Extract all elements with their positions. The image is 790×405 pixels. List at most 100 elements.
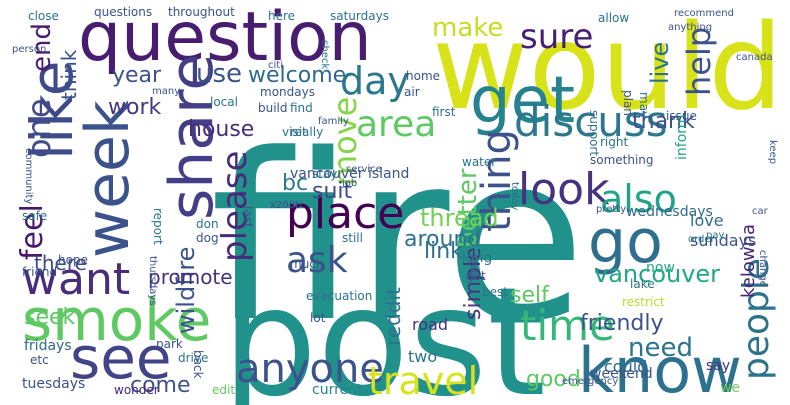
word-reddit: reddit (381, 287, 405, 346)
word-mondays: mondays (260, 85, 315, 99)
word-long: long (462, 250, 492, 266)
word-support: support (587, 110, 601, 156)
word-end: end (27, 23, 57, 72)
word-suit: suit (312, 179, 353, 204)
word-last: last (241, 206, 255, 228)
word-current: current (312, 382, 363, 398)
word-fire: fire (210, 106, 586, 373)
word-water: water (462, 155, 496, 169)
word-many: many (152, 86, 180, 97)
word-question: question (78, 0, 372, 77)
word-community: community (23, 148, 34, 204)
word-time: time (520, 301, 615, 350)
word-road: road (412, 315, 448, 334)
word-air: air (404, 85, 420, 99)
word-go: go (588, 207, 663, 277)
word-canada: canada (736, 52, 773, 63)
word-close: close (28, 9, 59, 23)
word-etc: etc (30, 353, 49, 367)
word-here: here (268, 9, 295, 23)
word-could: could (604, 357, 647, 376)
word-really: really (290, 125, 323, 139)
word-now: now (646, 260, 675, 276)
word-want: want (22, 254, 130, 305)
word-sure: sure (520, 17, 593, 57)
word-edit: edit (212, 383, 235, 397)
word-think: think (57, 49, 81, 100)
word-wednesdays: wednesdays (626, 204, 713, 220)
word-self: self (510, 283, 550, 308)
word-find: find (290, 101, 313, 115)
word-know: know (578, 334, 742, 405)
word-tuesdays: tuesdays (22, 376, 85, 392)
word-order: order (688, 234, 716, 245)
word-fridays: fridays (24, 338, 72, 354)
word-stay: stay (312, 167, 337, 181)
word-inform: inform (674, 115, 690, 160)
word-thing: thing (474, 129, 520, 232)
word-one: one (20, 98, 58, 158)
word-move: move (326, 97, 364, 186)
word-best: best (482, 285, 508, 299)
word-got: got (466, 269, 486, 283)
word-questions: questions (94, 5, 152, 19)
word-see: see (70, 324, 172, 392)
word-thread: thread (420, 204, 499, 232)
word-park: park (156, 337, 183, 351)
word-hope: hope (58, 253, 88, 267)
word-service: service (346, 164, 382, 175)
word-come: come (130, 373, 191, 398)
word-something: something (590, 153, 654, 167)
word-x200b: x200b (270, 200, 301, 211)
word-also: also (600, 177, 677, 221)
word-allow: allow (598, 11, 629, 25)
word-weekend: weekend (590, 366, 653, 382)
word-discuss: discuss (514, 97, 668, 146)
word-anything: anything (668, 22, 712, 33)
word-vancouver: vancouver (594, 260, 720, 288)
word-pretty: pretty (596, 204, 626, 215)
word-job: job (341, 178, 357, 189)
word-much: much (290, 257, 324, 271)
word-home: home (406, 69, 440, 83)
word-family: family (318, 116, 349, 127)
word-drive: drive (178, 351, 208, 365)
word-check: check (319, 40, 330, 69)
word-throughout: throughout (168, 5, 235, 19)
word-thank: thank (632, 109, 695, 134)
word-thursdays: thursdays (147, 256, 158, 306)
word-still: still (342, 231, 363, 245)
word-welcome: welcome (248, 63, 346, 88)
word-week: week (73, 100, 143, 258)
word-day: day (340, 59, 410, 103)
word-promote: promote (148, 265, 233, 289)
word-first: first (432, 105, 456, 119)
word-issue: issue (666, 109, 697, 123)
word-say: say (706, 358, 730, 374)
word-change: change (757, 250, 768, 287)
word-around: around (404, 227, 481, 252)
word-anyone: anyone (236, 346, 384, 392)
word-use: use (196, 59, 242, 89)
word-sundays: sundays (690, 231, 756, 250)
word-house: house (188, 117, 254, 142)
word-area: area (356, 104, 436, 145)
word-build: build (258, 101, 288, 115)
word-help: help (680, 27, 718, 96)
word-ask: ask (286, 240, 348, 281)
word-please: please (215, 151, 255, 262)
word-visit: visit (282, 125, 307, 139)
word-people: people (736, 258, 777, 380)
word-smoke: smoke (22, 286, 211, 354)
word-date: date (467, 258, 478, 281)
word-simple: simple (461, 247, 486, 320)
word-emergency: emergency (562, 376, 618, 387)
word-back: back (191, 350, 205, 379)
word-plan: plan (621, 90, 635, 116)
word-post: post (222, 256, 546, 405)
word-car: car (752, 206, 769, 217)
word-wonder: wonder (114, 383, 159, 397)
word-link: link (424, 239, 463, 264)
word-keep: keep (767, 140, 778, 164)
